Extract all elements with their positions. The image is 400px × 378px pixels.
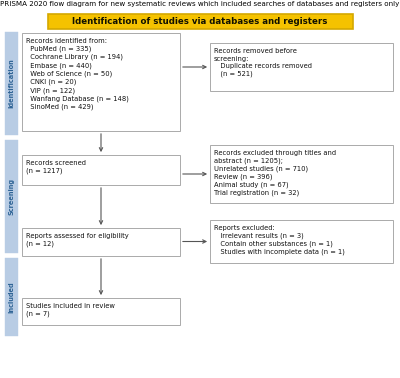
Bar	[5, 32, 18, 135]
Text: Reports excluded:
   Irrelevant results (n = 3)
   Contain other substances (n =: Reports excluded: Irrelevant results (n …	[214, 225, 345, 255]
Text: Records removed before
screening:
   Duplicate records removed
   (n = 521): Records removed before screening: Duplic…	[214, 48, 312, 77]
Text: Identification of studies via databases and registers: Identification of studies via databases …	[72, 17, 328, 26]
Bar	[210, 145, 393, 203]
Bar	[48, 14, 353, 29]
Bar	[210, 220, 393, 263]
Text: Records excluded through titles and
abstract (n = 1205);
Unrelated studies (n = : Records excluded through titles and abst…	[214, 150, 336, 196]
Bar	[22, 33, 180, 131]
Text: Reports assessed for eligibility
(n = 12): Reports assessed for eligibility (n = 12…	[26, 233, 129, 247]
Bar	[22, 228, 180, 256]
Text: Records screened
(n = 1217): Records screened (n = 1217)	[26, 160, 86, 174]
Bar	[5, 258, 18, 336]
Text: Screening: Screening	[8, 178, 14, 215]
Text: Studies included in review
(n = 7): Studies included in review (n = 7)	[26, 303, 115, 317]
Bar	[5, 140, 18, 253]
Text: Records identified from:
  PubMed (n = 335)
  Cochrane Library (n = 194)
  Embas: Records identified from: PubMed (n = 335…	[26, 38, 129, 110]
Bar	[210, 43, 393, 91]
Bar	[22, 155, 180, 185]
Text: PRISMA 2020 flow diagram for new systematic reviews which included searches of d: PRISMA 2020 flow diagram for new systema…	[0, 1, 400, 7]
Bar	[22, 298, 180, 325]
Text: Identification: Identification	[8, 59, 14, 108]
Text: Included: Included	[8, 281, 14, 313]
